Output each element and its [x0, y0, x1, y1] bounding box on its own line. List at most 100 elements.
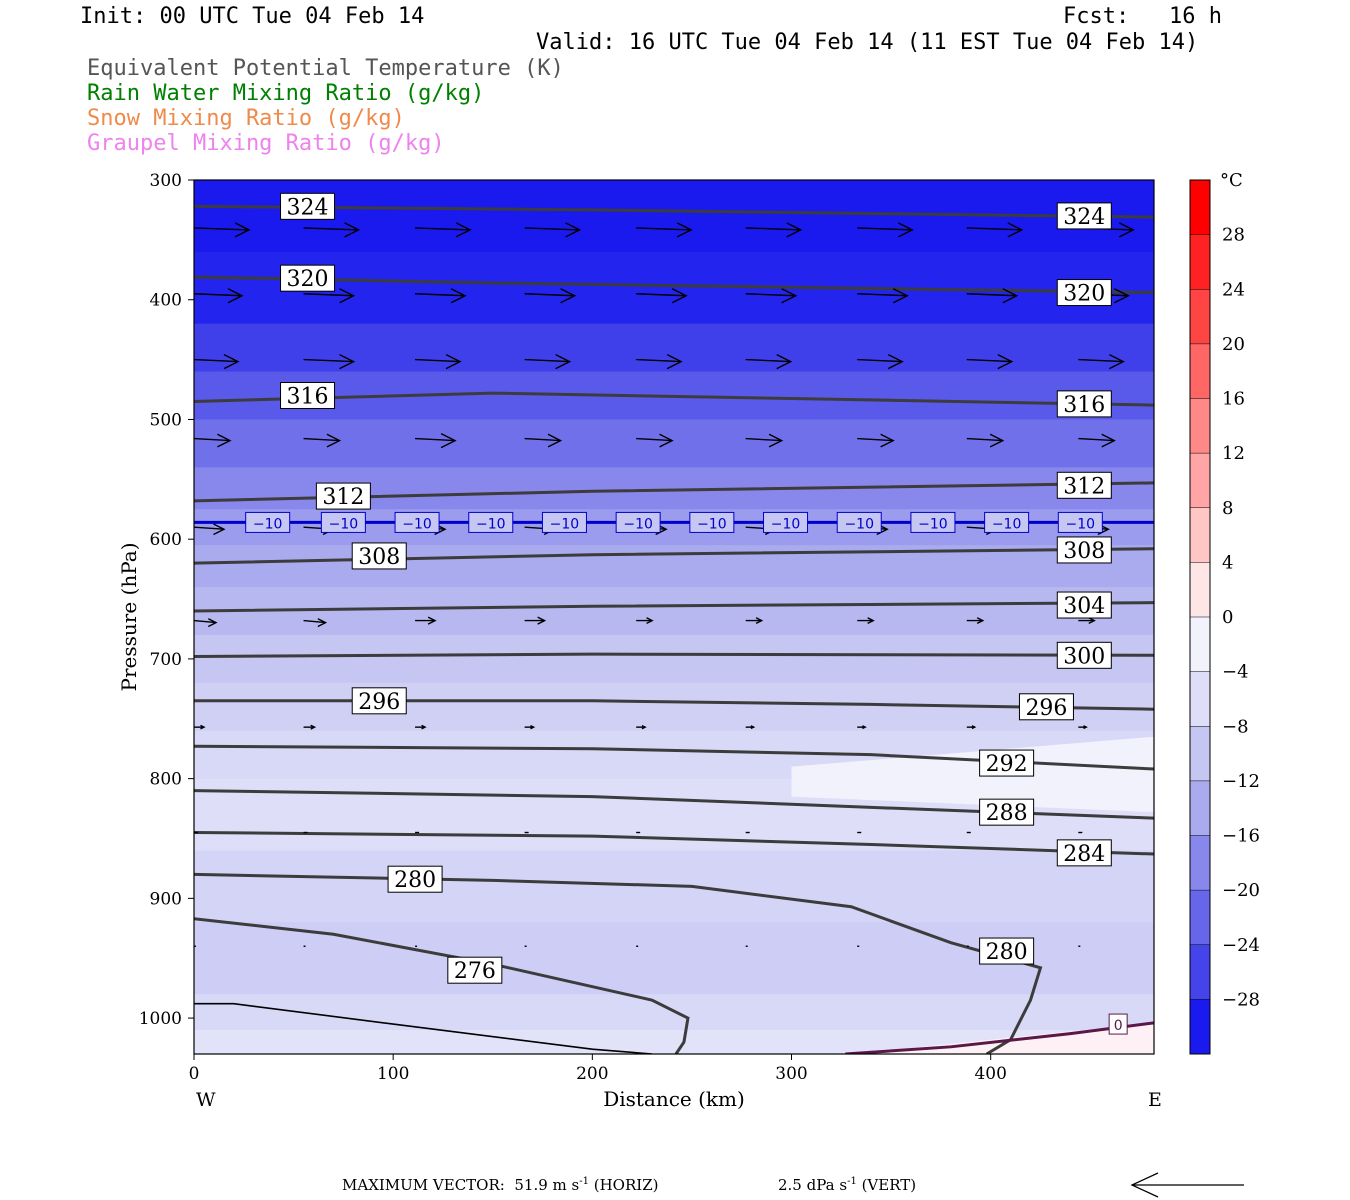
theta-e-label-box — [1056, 839, 1112, 867]
x-tick-label: 0 — [189, 1064, 200, 1084]
wind-vector-head — [1109, 353, 1125, 370]
isotherm-label: −10 — [1066, 516, 1096, 532]
wind-vector-head — [310, 724, 317, 730]
colorbar-tick-label: −24 — [1222, 935, 1260, 956]
theta-e-label-box — [387, 865, 443, 893]
isotherm-label-box — [468, 511, 514, 533]
max-vector-vert: 2.5 dPa s — [778, 1176, 848, 1194]
wind-vector-head — [213, 523, 226, 536]
colorbar-level — [1190, 999, 1210, 1054]
horiz-tag: (HORIZ) — [588, 1176, 659, 1194]
isotherm-label-box — [541, 511, 587, 533]
isotherm-label-box — [615, 511, 661, 533]
vert-tag: (VERT) — [856, 1176, 917, 1194]
theta-e-label: 300 — [1063, 644, 1105, 669]
isotherm-label: −10 — [918, 516, 948, 532]
wind-vector-head — [1083, 725, 1088, 730]
wind-vector — [303, 724, 317, 730]
colorbar-level — [1190, 780, 1210, 836]
wind-vector-head — [555, 353, 572, 370]
isotherm-label-box — [689, 511, 735, 533]
wind-vector — [524, 724, 536, 730]
wind-vector-head — [326, 433, 342, 448]
wind-vector — [194, 523, 226, 536]
isotherm-label: −10 — [623, 516, 653, 532]
y-tick-label: 900 — [150, 889, 182, 909]
warm-pocket — [791, 736, 1154, 813]
wind-vector-head — [207, 618, 218, 628]
wind-vector-shaft — [524, 293, 575, 297]
isotherm-label: −10 — [476, 516, 506, 532]
wind-vector — [857, 353, 904, 370]
wind-vector — [636, 724, 647, 730]
field-legend-rain: Rain Water Mixing Ratio (g/kg) — [87, 81, 485, 106]
wind-vector-head — [217, 433, 232, 448]
wind-vector-head — [1088, 617, 1096, 625]
wind-vector-shaft — [966, 437, 1003, 442]
wind-vector — [415, 288, 467, 304]
wind-vector-shaft — [857, 358, 903, 363]
x-tick-label: 200 — [576, 1064, 608, 1084]
wind-vector — [194, 724, 206, 730]
wind-vector — [194, 222, 251, 238]
horiz-exponent: -1 — [579, 1176, 589, 1187]
plot-area: 324 324 320 320 316 316 312 312 308 308 304 300 296 2… — [194, 180, 1154, 1054]
colorbar-level — [1190, 617, 1210, 672]
isotherm-label-box — [245, 511, 291, 533]
isotherm-label: −10 — [329, 516, 359, 532]
wind-vector-head — [223, 353, 240, 370]
theta-e-label-box — [280, 382, 336, 410]
field-legend-snow: Snow Mixing Ratio (g/kg) — [87, 106, 405, 131]
isotherm-label-box — [984, 511, 1030, 533]
theta-e-label: 320 — [1063, 282, 1105, 307]
colorbar-tick-label: 4 — [1222, 552, 1233, 573]
wind-vector — [857, 617, 875, 625]
wind-vector — [303, 353, 356, 370]
wind-vector — [524, 433, 563, 448]
colorbar-level — [1190, 671, 1210, 727]
wind-vector-head — [755, 617, 764, 625]
wind-vector-head — [421, 724, 427, 730]
theta-e-label: 304 — [1063, 594, 1105, 619]
wind-vector-head — [565, 222, 582, 238]
valid-time: Valid: 16 UTC Tue 04 Feb 14 (11 EST Tue … — [536, 30, 1199, 55]
colorbar-level — [1190, 890, 1210, 945]
wind-vector-shaft — [524, 437, 561, 442]
theta-e-label-box — [1056, 641, 1112, 669]
wind-vector-shaft — [415, 358, 461, 363]
wind-vector-head — [781, 288, 798, 304]
wind-vector-shaft — [745, 437, 782, 442]
theta-e-label: 280 — [394, 868, 436, 893]
wind-vector-shaft — [745, 358, 791, 363]
wind-vector — [745, 725, 756, 730]
theta-e-label: 308 — [1063, 539, 1105, 564]
wind-vector — [303, 222, 361, 238]
wind-vector — [857, 725, 867, 730]
isotherm-label: −10 — [844, 516, 874, 532]
theta-e-label: 324 — [1063, 205, 1105, 230]
wind-vector-head — [1101, 433, 1116, 448]
y-tick-label: 600 — [150, 530, 182, 550]
wind-vector-head — [887, 353, 904, 370]
wind-vector — [857, 288, 909, 304]
theta-e-contour-308 — [194, 547, 1154, 565]
wind-vector-shaft — [194, 293, 243, 297]
wind-vector-shaft — [966, 358, 1012, 363]
wind-vector-head — [676, 222, 693, 238]
wind-vector — [1078, 433, 1116, 448]
wind-vector — [745, 617, 764, 625]
wind-vector-head — [786, 222, 803, 238]
isotherm-label-box — [1108, 1013, 1128, 1035]
isotherm-label: −10 — [697, 516, 727, 532]
isotherm-label: 0 — [1114, 1018, 1123, 1034]
wind-vector-shaft — [745, 227, 801, 231]
theta-e-label: 312 — [322, 485, 364, 510]
wind-vector-shaft — [636, 358, 682, 363]
temperature-band — [194, 587, 1154, 636]
theta-e-label: 284 — [1063, 842, 1105, 867]
wind-vector-head — [1002, 288, 1019, 304]
theta-e-label-box — [315, 482, 371, 510]
isotherm-label: −10 — [771, 516, 801, 532]
wind-vector-head — [646, 617, 654, 625]
